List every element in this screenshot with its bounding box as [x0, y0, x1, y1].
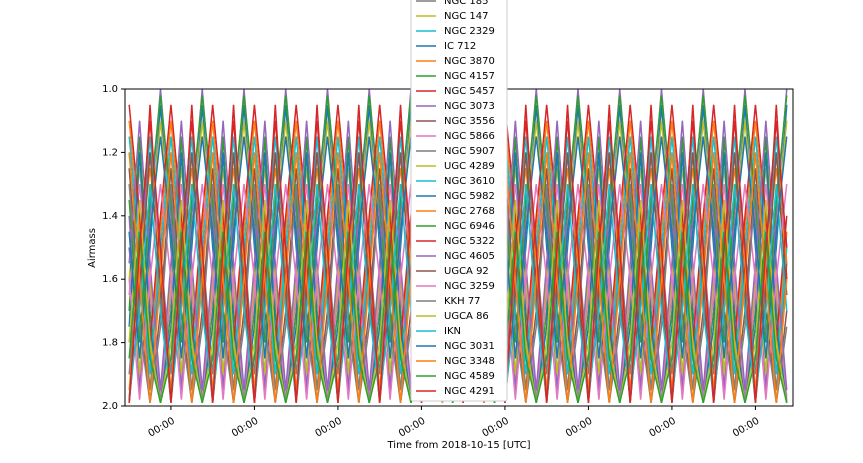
legend-label: NGC 147	[444, 11, 488, 22]
y-tick-label: 1.2	[102, 147, 118, 158]
y-tick-label: 1.4	[102, 211, 118, 222]
legend-label: NGC 3870	[444, 56, 495, 67]
legend-label: NGC 3259	[444, 281, 495, 292]
x-tick-label: 00:00	[731, 416, 761, 440]
legend: NGC 185 NGC 147 NGC 2329 IC 712 NGC 3870 NGC …	[410, 0, 508, 402]
legend-label: NGC 2329	[444, 26, 495, 37]
legend-label: UGC 4289	[444, 161, 495, 172]
legend-label: NGC 3556	[444, 116, 495, 127]
legend-label: NGC 5457	[444, 86, 495, 97]
y-tick-label: 1.6	[102, 274, 118, 285]
legend-label: NGC 3610	[444, 176, 495, 187]
legend-label: UGCA 86	[444, 311, 489, 322]
y-tick-label: 2.0	[102, 401, 118, 412]
y-tick-label: 1.8	[102, 338, 118, 349]
legend-label: NGC 3031	[444, 341, 495, 352]
x-tick-label: 00:00	[397, 416, 427, 440]
legend-label: NGC 4589	[444, 371, 495, 382]
legend-label: NGC 5322	[444, 236, 495, 247]
legend-label: NGC 4291	[444, 386, 495, 397]
legend-label: UGCA 92	[444, 266, 489, 277]
legend-label: NGC 185	[444, 0, 488, 7]
legend-label: NGC 5982	[444, 191, 495, 202]
y-tick-label: 1.0	[102, 84, 118, 95]
x-axis-label: Time from 2018-10-15 [UTC]	[386, 440, 530, 451]
y-axis-label: Airmass	[87, 228, 98, 268]
legend-label: NGC 5866	[444, 131, 495, 142]
legend-label: IC 712	[444, 41, 476, 52]
legend-label: NGC 3348	[444, 356, 495, 367]
x-tick-label: 00:00	[564, 416, 594, 440]
x-tick-label: 00:00	[146, 416, 176, 440]
legend-label: KKH 77	[444, 296, 481, 307]
legend-label: NGC 3073	[444, 101, 495, 112]
legend-label: NGC 4605	[444, 251, 495, 262]
legend-label: NGC 5907	[444, 146, 495, 157]
x-tick-label: 00:00	[480, 416, 510, 440]
x-tick-label: 00:00	[230, 416, 260, 440]
x-tick-label: 00:00	[313, 416, 343, 440]
legend-label: NGC 2768	[444, 206, 495, 217]
legend-label: NGC 6946	[444, 221, 495, 232]
legend-label: NGC 4157	[444, 71, 495, 82]
legend-label: IKN	[444, 326, 461, 337]
x-tick-label: 00:00	[647, 416, 677, 440]
